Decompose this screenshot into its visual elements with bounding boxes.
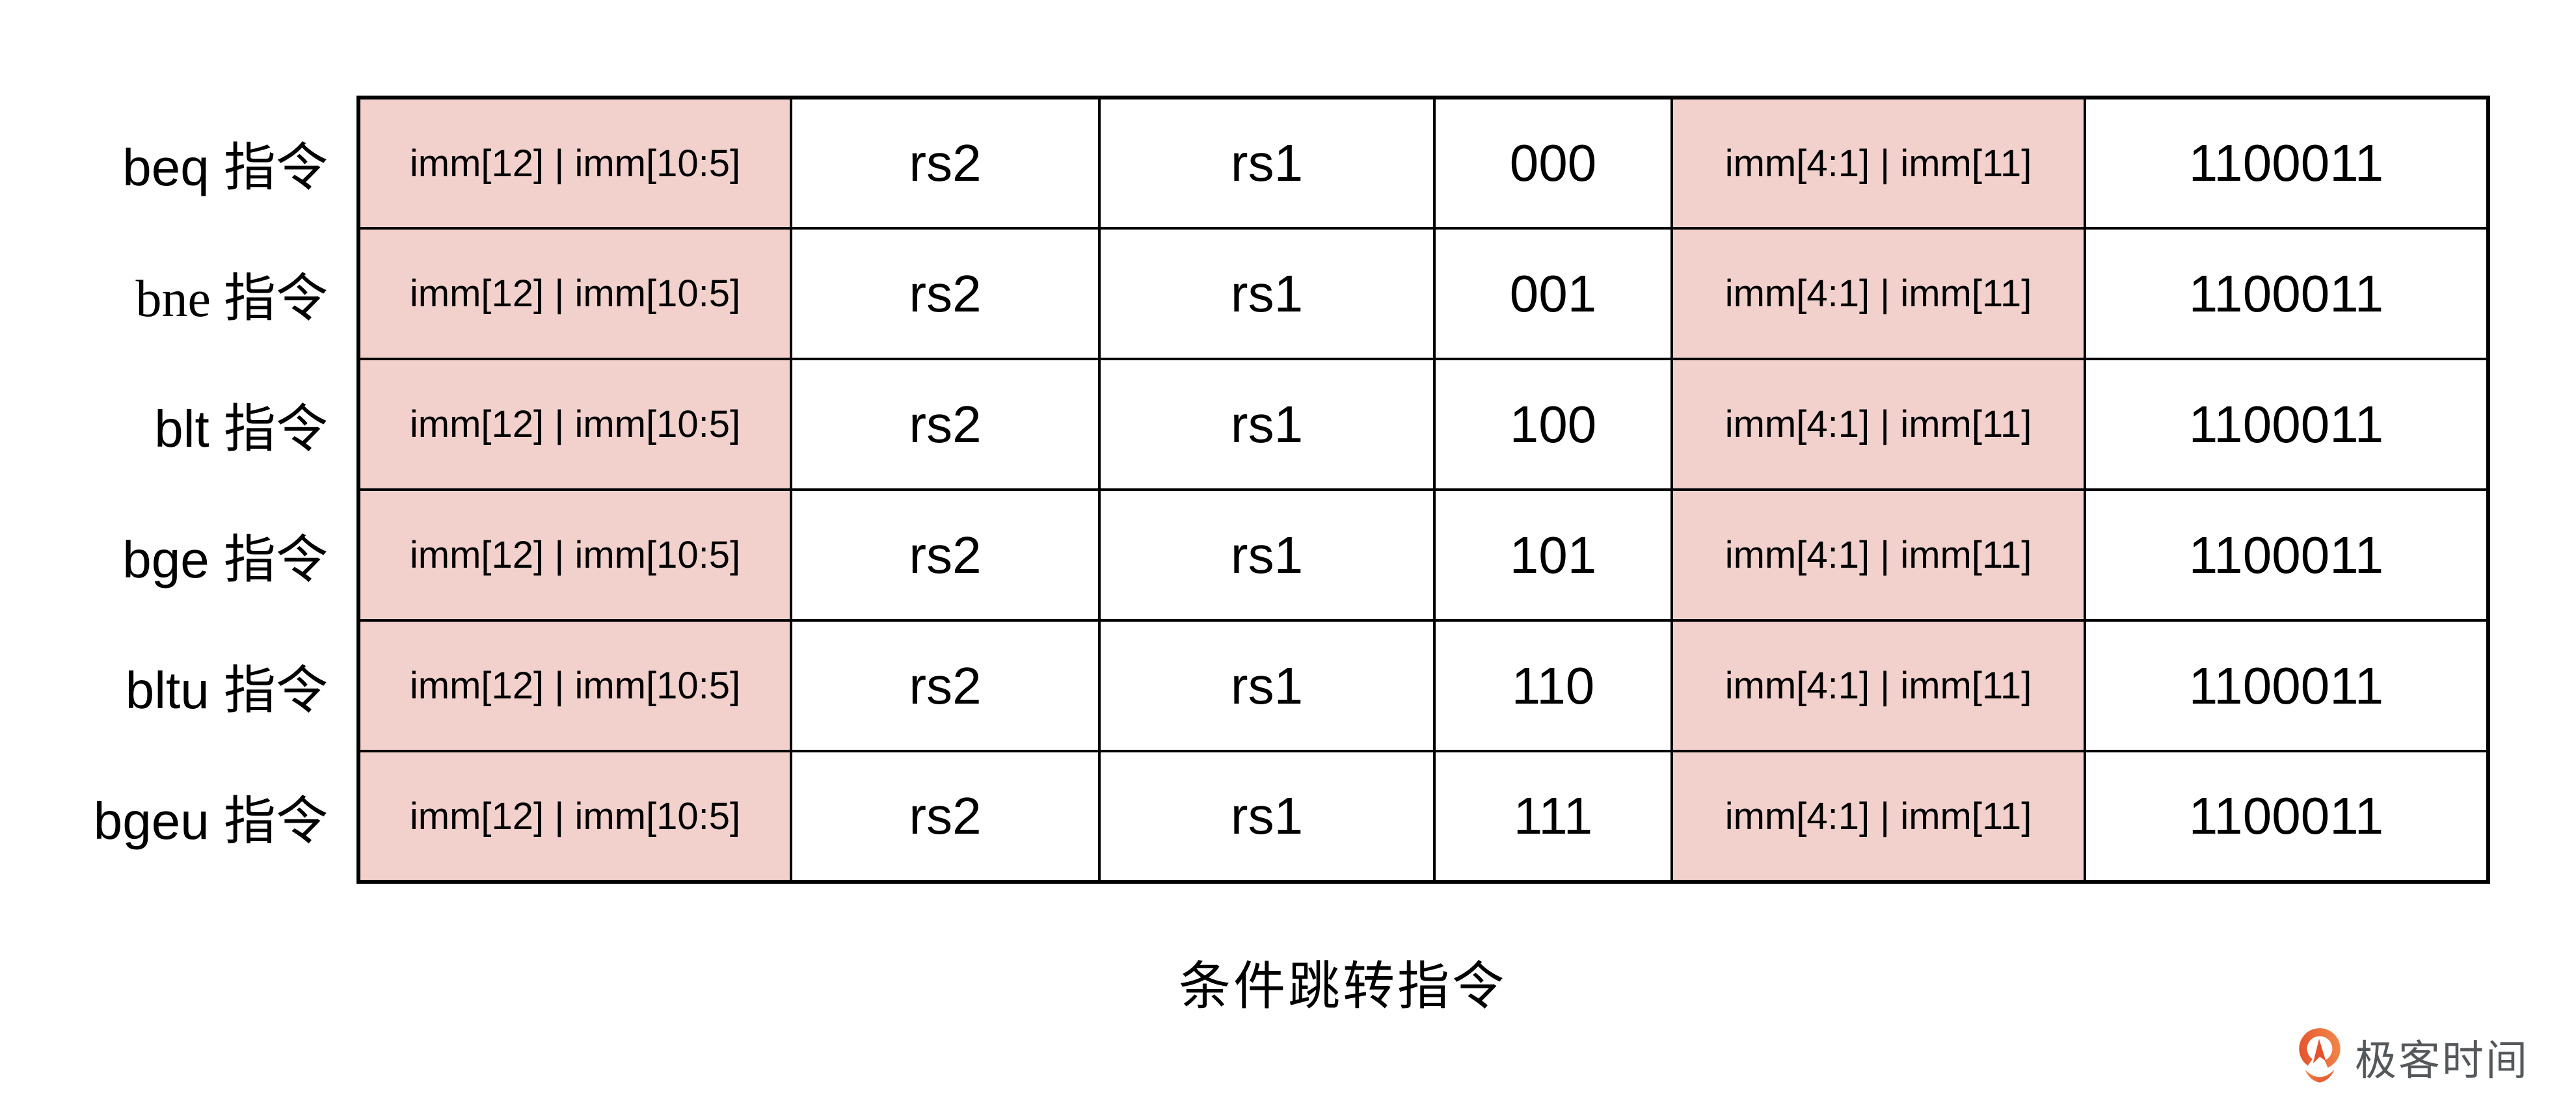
table-row-blt: blt 指令 imm[12] | imm[10:5] rs2 rs1 100 i… [30, 358, 2490, 491]
row-label: bltu 指令 [125, 661, 328, 719]
cell-imm-low: imm[4:1] | imm[11] [1670, 619, 2086, 752]
cell-imm-low: imm[4:1] | imm[11] [1670, 488, 2086, 622]
table-row-bne: bne 指令 imm[12] | imm[10:5] rs2 rs1 001 i… [30, 227, 2490, 360]
table-row-bgeu: bgeu 指令 imm[12] | imm[10:5] rs2 rs1 111 … [30, 750, 2490, 884]
instruction-format-table: beq 指令 imm[12] | imm[10:5] rs2 rs1 000 i… [30, 96, 2490, 884]
cell-rs1: rs1 [1098, 358, 1436, 491]
cell-imm-high: imm[12] | imm[10:5] [356, 96, 792, 230]
cell-imm-low: imm[4:1] | imm[11] [1670, 227, 2086, 360]
cell-imm-low: imm[4:1] | imm[11] [1670, 750, 2086, 884]
row-label: bne 指令 [135, 270, 328, 328]
cell-opcode: 1100011 [2084, 488, 2490, 622]
figure-caption: 条件跳转指令 [1179, 957, 1507, 1015]
cell-imm-high: imm[12] | imm[10:5] [356, 750, 792, 884]
cell-imm-high: imm[12] | imm[10:5] [356, 488, 792, 622]
cell-rs2: rs2 [790, 358, 1101, 491]
cell-funct3: 101 [1433, 488, 1673, 622]
cell-rs1: rs1 [1098, 227, 1436, 360]
cell-opcode: 1100011 [2084, 619, 2490, 752]
cell-rs2: rs2 [790, 96, 1101, 230]
table-row-bltu: bltu 指令 imm[12] | imm[10:5] rs2 rs1 110 … [30, 619, 2490, 752]
cell-rs2: rs2 [790, 750, 1101, 884]
row-label: beq 指令 [122, 138, 328, 196]
table-row-bge: bge 指令 imm[12] | imm[10:5] rs2 rs1 101 i… [30, 488, 2490, 622]
cell-funct3: 100 [1433, 358, 1673, 491]
cell-funct3: 001 [1433, 227, 1673, 360]
cell-imm-high: imm[12] | imm[10:5] [356, 227, 792, 360]
cell-opcode: 1100011 [2084, 227, 2490, 360]
cell-imm-low: imm[4:1] | imm[11] [1670, 96, 2086, 230]
cell-rs1: rs1 [1098, 750, 1436, 884]
cell-opcode: 1100011 [2084, 750, 2490, 884]
brand-logo: 极客时间 [2298, 1026, 2529, 1089]
brand-name: 极客时间 [2355, 1037, 2529, 1084]
cell-opcode: 1100011 [2084, 96, 2490, 230]
cell-rs2: rs2 [790, 619, 1101, 752]
cell-rs2: rs2 [790, 227, 1101, 360]
cell-imm-low: imm[4:1] | imm[11] [1670, 358, 2086, 491]
cell-funct3: 110 [1433, 619, 1673, 752]
cell-rs1: rs1 [1098, 488, 1436, 622]
cell-rs2: rs2 [790, 488, 1101, 622]
cell-funct3: 000 [1433, 96, 1673, 230]
cell-imm-high: imm[12] | imm[10:5] [356, 358, 792, 491]
table-row-beq: beq 指令 imm[12] | imm[10:5] rs2 rs1 000 i… [30, 96, 2490, 230]
cell-funct3: 111 [1433, 750, 1673, 884]
row-label: bge 指令 [122, 530, 328, 589]
cell-rs1: rs1 [1098, 96, 1436, 230]
row-label: blt 指令 [154, 399, 328, 458]
cell-rs1: rs1 [1098, 619, 1436, 752]
geektime-logo-icon [2299, 1028, 2341, 1083]
row-label: bgeu 指令 [93, 791, 328, 850]
cell-imm-high: imm[12] | imm[10:5] [356, 619, 792, 752]
cell-opcode: 1100011 [2084, 358, 2490, 491]
